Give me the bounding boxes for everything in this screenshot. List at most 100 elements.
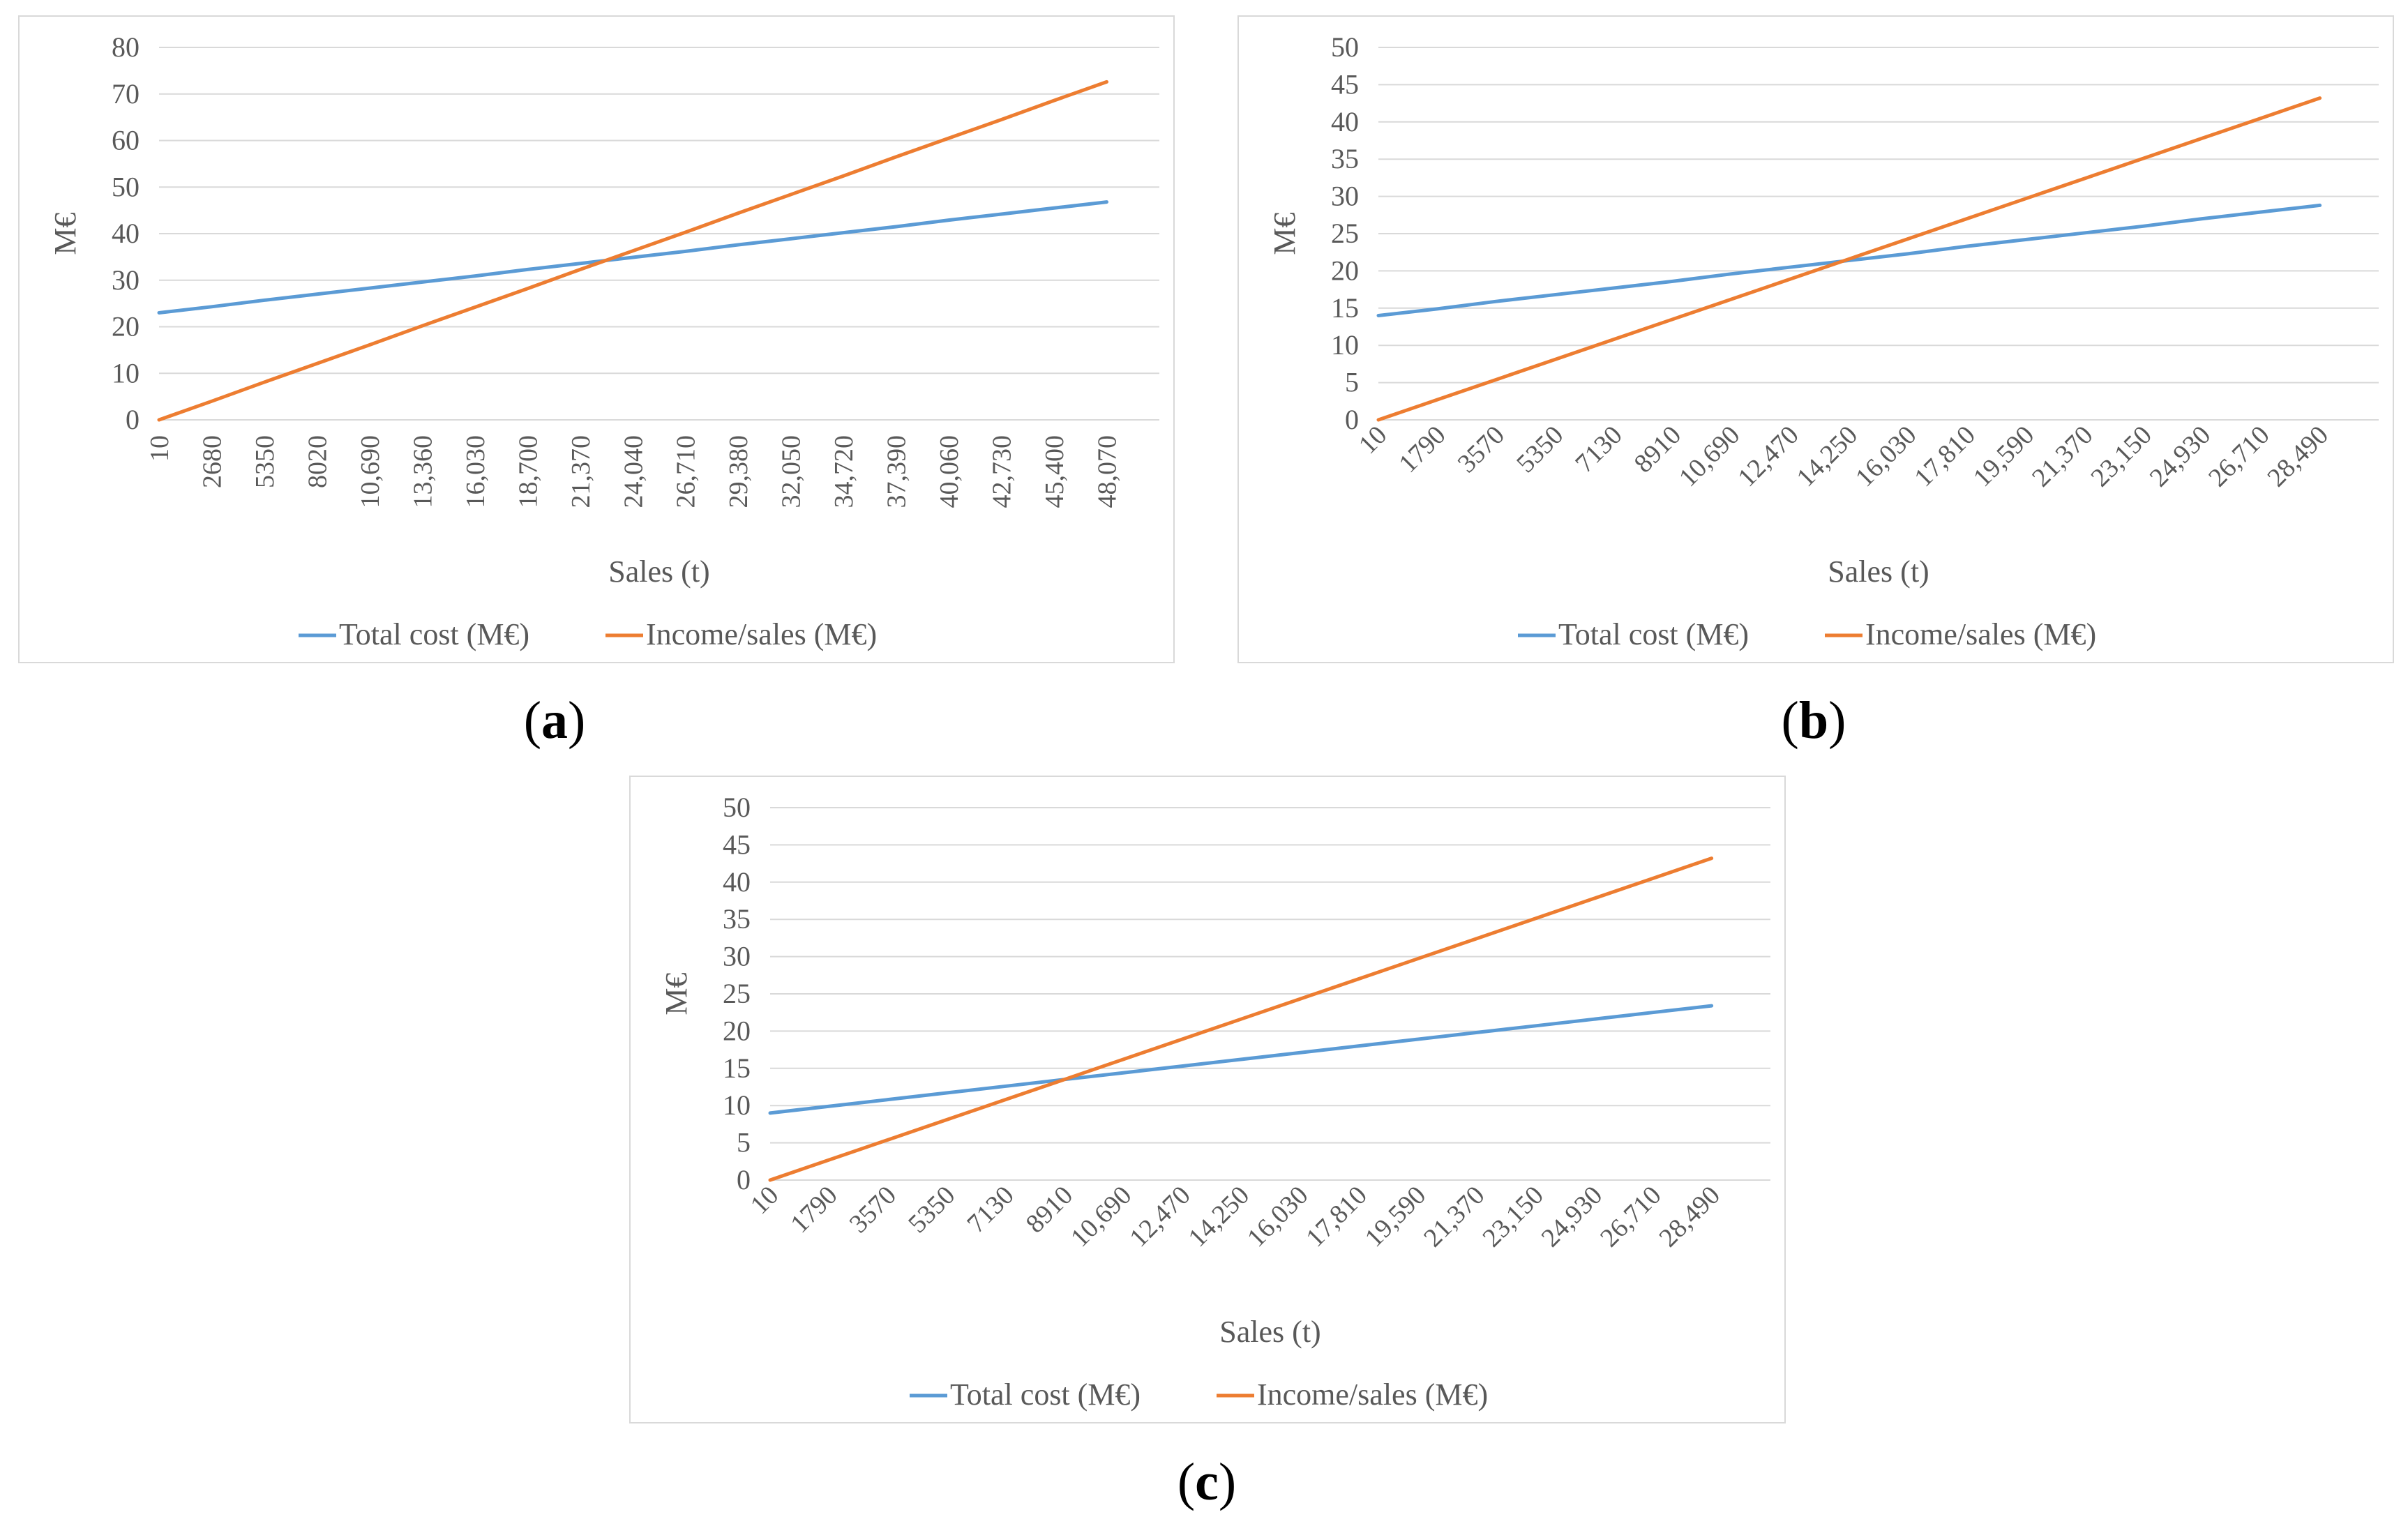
x-tick-label: 7130 — [1570, 421, 1627, 478]
legend-label-income-sales: Income/sales (M€) — [1257, 1377, 1488, 1412]
x-tick-label: 16,030 — [1242, 1181, 1314, 1253]
x-tick-label: 29,380 — [724, 435, 753, 508]
y-tick-label: 25 — [1331, 218, 1359, 249]
y-tick-label: 10 — [1331, 329, 1359, 361]
x-tick-label: 2680 — [197, 435, 227, 488]
x-tick-label: 21,370 — [2026, 421, 2099, 493]
chart-panel-a: 0 10 20 30 40 50 60 70 80 10 2680 5350 8020 10,690 13,… — [18, 15, 1175, 663]
x-tick-label: 10,690 — [1673, 421, 1746, 493]
x-tick-label: 1790 — [785, 1181, 843, 1239]
x-tick-label: 3570 — [1452, 421, 1510, 478]
y-tick-label: 20 — [1331, 255, 1359, 286]
y-tick-label: 45 — [723, 829, 751, 860]
y-tick-label: 35 — [1331, 143, 1359, 174]
y-tick-label: 40 — [1331, 106, 1359, 137]
x-tick-label: 13,360 — [408, 435, 437, 508]
y-tick-label: 20 — [112, 311, 140, 342]
x-tick-label: 5350 — [1511, 421, 1569, 478]
x-tick-label: 24,040 — [619, 435, 648, 508]
y-tick-label: 20 — [723, 1015, 751, 1046]
x-tick-label: 5350 — [903, 1181, 961, 1239]
x-tick-label: 10,690 — [356, 435, 385, 508]
y-tick-label: 25 — [723, 978, 751, 1009]
x-tick-label: 28,490 — [1653, 1181, 1726, 1253]
x-tick-label: 23,150 — [2085, 421, 2158, 493]
x-axis-title: Sales (t) — [1828, 554, 1929, 589]
x-tick-label: 21,370 — [1418, 1181, 1491, 1253]
chart-panel-c: 0 5 10 15 20 25 30 35 40 45 50 10 1790 3570 5350 7130 89… — [629, 776, 1786, 1423]
y-tick-label: 70 — [112, 78, 140, 109]
x-tick-label: 28,490 — [2262, 421, 2334, 493]
x-tick-label: 12,470 — [1732, 421, 1805, 493]
legend-label-total-cost: Total cost (M€) — [950, 1377, 1141, 1412]
y-tick-label: 30 — [1331, 181, 1359, 212]
x-tick-label: 26,710 — [672, 435, 701, 508]
x-tick-label: 10 — [1353, 421, 1393, 460]
x-tick-label: 21,370 — [566, 435, 596, 508]
y-tick-label: 40 — [723, 866, 751, 898]
y-tick-label: 15 — [1331, 292, 1359, 324]
y-tick-label: 10 — [112, 357, 140, 388]
y-tick-label: 0 — [1345, 404, 1359, 435]
x-tick-label: 14,250 — [1183, 1181, 1256, 1253]
y-tick-label: 50 — [1331, 31, 1359, 63]
legend-label-total-cost: Total cost (M€) — [339, 617, 529, 651]
y-tick-label: 30 — [723, 941, 751, 972]
x-tick-label: 40,060 — [935, 435, 964, 508]
y-tick-label: 10 — [723, 1089, 751, 1121]
x-tick-label: 7130 — [961, 1181, 1019, 1239]
caption-b-letter: b — [1798, 691, 1829, 750]
y-axis-title: M€ — [48, 212, 82, 255]
x-tick-label: 12,470 — [1124, 1181, 1196, 1253]
y-tick-label: 5 — [1345, 367, 1359, 398]
y-tick-label: 0 — [126, 404, 140, 435]
x-axis-title: Sales (t) — [608, 554, 709, 589]
caption-b: (b) — [1781, 691, 1846, 750]
x-tick-label: 32,050 — [777, 435, 806, 508]
x-tick-label: 42,730 — [988, 435, 1017, 508]
x-tick-label: 17,810 — [1909, 421, 1981, 493]
y-tick-label: 50 — [723, 792, 751, 823]
x-tick-label: 17,810 — [1300, 1181, 1373, 1253]
y-axis-title: M€ — [659, 972, 693, 1015]
y-tick-label: 80 — [112, 31, 140, 63]
x-tick-label: 5350 — [250, 435, 280, 488]
caption-c-letter: c — [1195, 1453, 1219, 1511]
x-tick-label: 19,590 — [1968, 421, 2040, 493]
x-tick-label: 48,070 — [1093, 435, 1122, 508]
x-tick-label: 10 — [745, 1181, 785, 1221]
legend-label-income-sales: Income/sales (M€) — [1865, 617, 2096, 651]
x-tick-label: 19,590 — [1360, 1181, 1432, 1253]
x-tick-label: 37,390 — [882, 435, 912, 508]
x-tick-label: 26,710 — [2203, 421, 2275, 493]
x-tick-label: 16,030 — [461, 435, 490, 508]
x-tick-label: 8020 — [303, 435, 332, 488]
chart-panel-b: 0 5 10 15 20 25 30 35 40 45 50 10 1790 3570 5350 7130 89… — [1237, 15, 2394, 663]
y-tick-label: 0 — [737, 1164, 751, 1195]
x-tick-label: 45,400 — [1040, 435, 1069, 508]
legend-label-total-cost: Total cost (M€) — [1558, 617, 1749, 651]
x-tick-label: 23,150 — [1477, 1181, 1549, 1253]
y-tick-label: 5 — [737, 1127, 751, 1158]
caption-a-letter: a — [541, 691, 568, 750]
y-axis-title: M€ — [1267, 212, 1302, 255]
y-tick-label: 40 — [112, 218, 140, 249]
x-tick-label: 24,930 — [1536, 1181, 1609, 1253]
x-tick-label: 16,030 — [1850, 421, 1922, 493]
x-tick-label: 14,250 — [1791, 421, 1864, 493]
x-tick-label: 1790 — [1393, 421, 1451, 478]
x-axis-title: Sales (t) — [1219, 1315, 1320, 1349]
x-tick-label: 10 — [145, 435, 174, 462]
legend-label-income-sales: Income/sales (M€) — [646, 617, 877, 651]
x-tick-label: 24,930 — [2144, 421, 2217, 493]
y-tick-label: 60 — [112, 125, 140, 156]
caption-c: (c) — [1177, 1453, 1237, 1511]
y-tick-label: 50 — [112, 171, 140, 202]
y-tick-label: 35 — [723, 903, 751, 935]
y-tick-label: 30 — [112, 264, 140, 296]
y-tick-label: 15 — [723, 1052, 751, 1084]
x-tick-label: 10,690 — [1065, 1181, 1138, 1253]
